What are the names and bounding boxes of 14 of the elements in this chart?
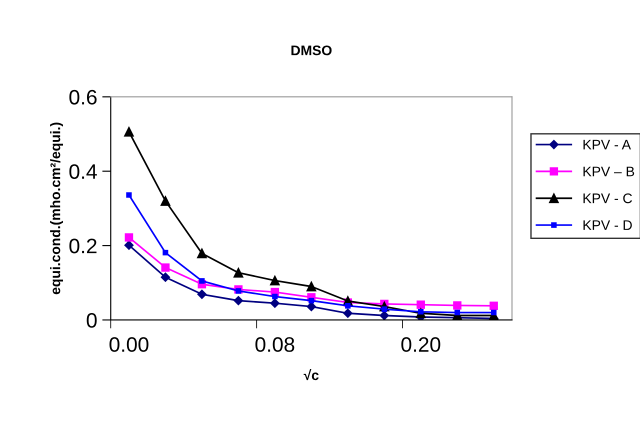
legend-label: KPV - A [584, 140, 631, 150]
y-tick-label: 0.6 [69, 90, 97, 105]
y-tick-label: 0 [86, 312, 97, 328]
legend-label: KPV - C [584, 193, 632, 204]
x-tick-label: 0.00 [110, 337, 148, 352]
y-axis-title: equi.cond.(mho.cm²/equi.) [50, 122, 64, 294]
chart-title: DMSO [291, 45, 332, 56]
x-tick-label: 0.08 [255, 337, 294, 352]
legend-label: KPV – B [584, 166, 634, 176]
x-tick-label: 0.20 [401, 337, 440, 352]
legend-label: KPV - D [584, 220, 632, 230]
x-axis-title: √c [304, 369, 319, 380]
y-tick-label: 0.4 [69, 164, 97, 179]
y-tick-label: 0.2 [69, 238, 96, 254]
